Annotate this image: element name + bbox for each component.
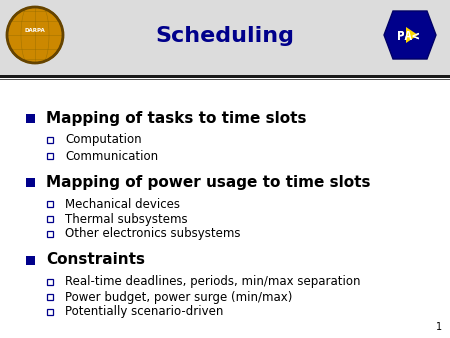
Text: 1: 1 bbox=[436, 322, 442, 332]
Text: Thermal subsystems: Thermal subsystems bbox=[65, 213, 188, 225]
Bar bbox=[47, 309, 53, 315]
Bar bbox=[47, 279, 53, 285]
Text: Real-time deadlines, periods, min/max separation: Real-time deadlines, periods, min/max se… bbox=[65, 275, 360, 289]
Bar bbox=[0, 79, 450, 80]
Text: Constraints: Constraints bbox=[46, 252, 145, 267]
Bar bbox=[0, 0, 450, 75]
Bar bbox=[47, 153, 53, 159]
Bar bbox=[26, 177, 35, 187]
Text: Mapping of tasks to time slots: Mapping of tasks to time slots bbox=[46, 111, 306, 125]
Bar bbox=[47, 294, 53, 300]
Polygon shape bbox=[406, 27, 418, 43]
Text: Mapping of power usage to time slots: Mapping of power usage to time slots bbox=[46, 174, 370, 190]
Bar bbox=[26, 114, 35, 122]
Bar bbox=[47, 201, 53, 207]
Text: Scheduling: Scheduling bbox=[156, 26, 294, 46]
Text: Power budget, power surge (min/max): Power budget, power surge (min/max) bbox=[65, 290, 292, 304]
Bar bbox=[0, 75, 450, 78]
Text: Potentially scenario-driven: Potentially scenario-driven bbox=[65, 306, 223, 318]
Text: DARPA: DARPA bbox=[25, 28, 45, 33]
Text: PA<: PA< bbox=[397, 29, 419, 43]
Polygon shape bbox=[384, 11, 436, 59]
Bar bbox=[26, 256, 35, 265]
Text: Mechanical devices: Mechanical devices bbox=[65, 197, 180, 211]
Text: PA<: PA< bbox=[397, 29, 419, 43]
Text: Other electronics subsystems: Other electronics subsystems bbox=[65, 227, 240, 241]
Bar bbox=[47, 216, 53, 222]
Bar bbox=[47, 137, 53, 143]
Circle shape bbox=[7, 7, 63, 63]
Bar bbox=[47, 231, 53, 237]
Text: Communication: Communication bbox=[65, 149, 158, 163]
Text: Computation: Computation bbox=[65, 134, 142, 146]
